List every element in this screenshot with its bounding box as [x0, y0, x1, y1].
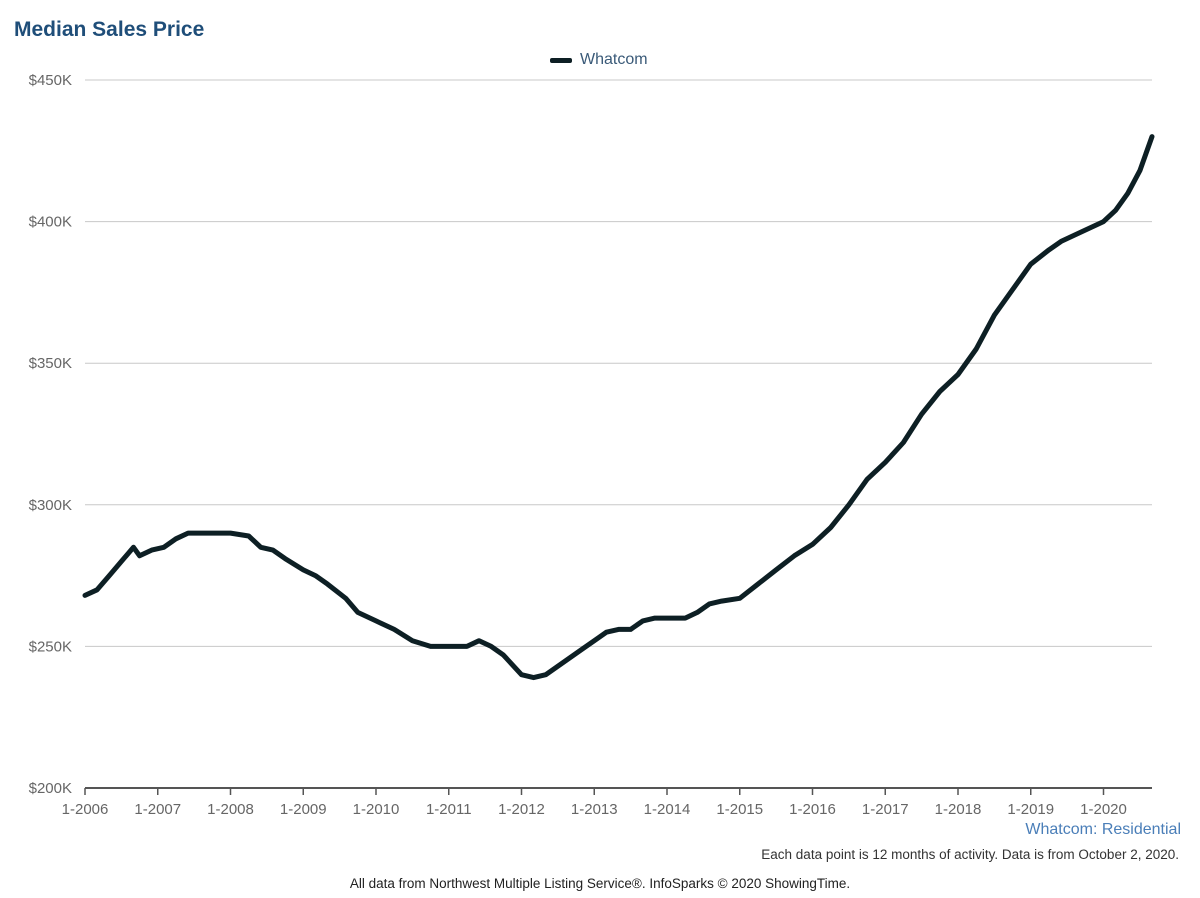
x-tick-label: 1-2009 [280, 801, 327, 818]
y-tick-label: $400K [29, 214, 72, 231]
x-tick-label: 1-2007 [134, 801, 181, 818]
x-tick-label: 1-2010 [353, 801, 400, 818]
x-tick-label: 1-2020 [1080, 801, 1127, 818]
y-tick-label: $250K [29, 638, 72, 655]
x-tick-label: 1-2013 [571, 801, 618, 818]
x-tick-label: 1-2019 [1007, 801, 1054, 818]
x-tick-label: 1-2016 [789, 801, 836, 818]
x-tick-label: 1-2014 [644, 801, 691, 818]
x-tick-label: 1-2017 [862, 801, 909, 818]
legend-swatch [550, 57, 572, 63]
x-tick-label: 1-2018 [935, 801, 982, 818]
series-line-whatcom [82, 134, 1155, 681]
axis-layer: $200K $250K $300K $350K $400K $450K 1-2006 1-20… [29, 72, 1152, 818]
x-tick-label: 1-2011 [426, 801, 472, 818]
chart-title: Median Sales Price [14, 18, 205, 41]
data-note: Each data point is 12 months of activity… [761, 847, 1179, 862]
y-tick-label: $350K [29, 355, 72, 372]
x-tick-label: 1-2008 [207, 801, 254, 818]
region-label: Whatcom: Residential [1025, 821, 1181, 838]
y-tick-label: $450K [29, 72, 72, 89]
source-footer: All data from Northwest Multiple Listing… [349, 876, 851, 891]
x-tick-label: 1-2012 [498, 801, 545, 818]
grid-layer [85, 79, 1152, 647]
y-tick-label: $300K [29, 497, 72, 514]
series-layer [82, 134, 1155, 681]
x-tick-label: 1-2015 [716, 801, 763, 818]
legend-label: Whatcom [580, 51, 648, 68]
legend: Whatcom [550, 51, 648, 69]
x-tick-label: 1-2006 [62, 801, 109, 818]
y-tick-label: $200K [29, 780, 72, 797]
